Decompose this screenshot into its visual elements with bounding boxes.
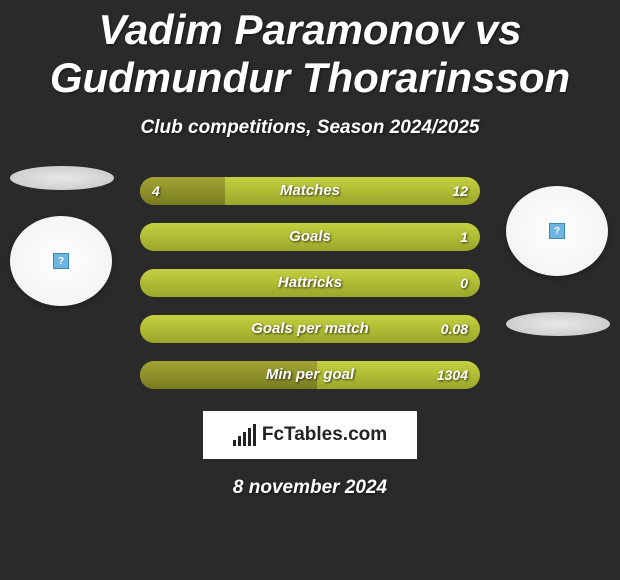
stats-bars: 4Matches12 Goals1 Hattricks0 Goals per matc… — [140, 177, 480, 407]
stat-label: Goals per match — [140, 315, 480, 343]
stat-bar: Goals per match0.08 — [140, 315, 480, 343]
stat-label: Hattricks — [140, 269, 480, 297]
stat-bar: Min per goal1304 — [140, 361, 480, 389]
stat-right-value: 0 — [460, 269, 468, 297]
bars-icon — [233, 424, 256, 446]
stat-bar: 4Matches12 — [140, 177, 480, 205]
stat-label: Min per goal — [140, 361, 480, 389]
stats-area: 4Matches12 Goals1 Hattricks0 Goals per matc… — [0, 177, 620, 407]
stat-label: Goals — [140, 223, 480, 251]
stat-right-value: 0.08 — [441, 315, 468, 343]
logo-box: FcTables.com — [203, 411, 417, 459]
stat-bar: Goals1 — [140, 223, 480, 251]
stat-right-value: 12 — [452, 177, 468, 205]
logo-text: FcTables.com — [262, 424, 387, 446]
stat-bar: Hattricks0 — [140, 269, 480, 297]
subtitle: Club competitions, Season 2024/2025 — [0, 117, 620, 139]
date-line: 8 november 2024 — [0, 477, 620, 499]
stat-right-value: 1304 — [437, 361, 468, 389]
stat-label: Matches — [140, 177, 480, 205]
page-title: Vadim Paramonov vs Gudmundur Thorarinsso… — [0, 0, 620, 103]
stat-right-value: 1 — [460, 223, 468, 251]
